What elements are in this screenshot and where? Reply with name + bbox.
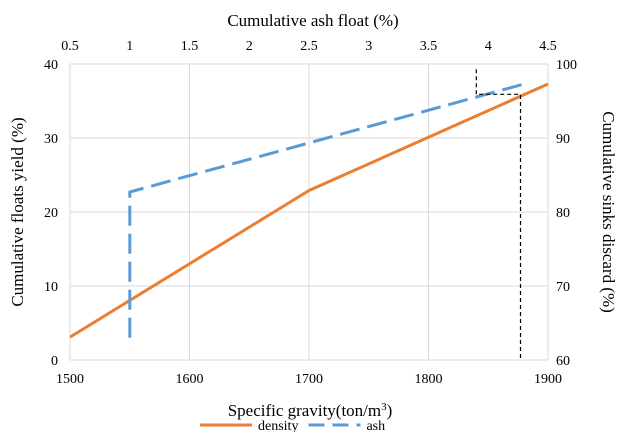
series-lines [69, 82, 549, 339]
series-ash-line [128, 82, 525, 338]
x2-axis-title: Cumulative ash float (%) [227, 11, 398, 30]
x2-tick-label: 1 [126, 39, 133, 54]
x-axis-title: Specific gravity(ton/m3) [228, 401, 393, 420]
y-tick-label: 30 [44, 132, 58, 147]
y2-tick-label: 60 [556, 354, 570, 369]
x-axis-title-sup: 3 [381, 401, 387, 413]
x2-tick-label: 0.5 [61, 39, 79, 54]
x-tick-label: 1600 [176, 372, 204, 387]
y-axis-title: Cumulative floats yield (%) [8, 117, 27, 306]
series-density-line [69, 82, 549, 339]
x2-tick-label: 2.5 [300, 39, 318, 54]
gridlines [69, 63, 549, 361]
x2-tick-label: 3 [365, 39, 372, 54]
y2-axis-title: Cumulative sinks discard (%) [599, 111, 618, 313]
x2-tick-label: 1.5 [181, 39, 199, 54]
x-tick-label: 1500 [56, 372, 84, 387]
x2-tick-label: 4 [485, 39, 492, 54]
x-tick-label: 1800 [415, 372, 443, 387]
y2-tick-label: 70 [556, 280, 570, 295]
x2-tick-label: 2 [246, 39, 253, 54]
y2-tick-label: 100 [556, 58, 577, 73]
tick-labels: 0 10 20 30 40 1500 1600 1700 1800 1900 0.5 1 1.5 2 2.5… [44, 39, 577, 387]
x2-tick-label: 3.5 [420, 39, 438, 54]
x-axis-title-base: Specific gravity(ton/m [228, 401, 381, 420]
y-tick-label: 10 [44, 280, 58, 295]
x-tick-label: 1900 [534, 372, 562, 387]
x2-tick-label: 4.5 [539, 39, 557, 54]
y-tick-label: 0 [51, 354, 58, 369]
x-tick-label: 1700 [295, 372, 323, 387]
y-tick-label: 40 [44, 58, 58, 73]
y2-tick-label: 80 [556, 206, 570, 221]
y-tick-label: 20 [44, 206, 58, 221]
legend-label-density: density [258, 419, 298, 432]
y2-tick-label: 90 [556, 132, 570, 147]
x-axis-title-tail: ) [387, 401, 393, 420]
legend: density ash [200, 419, 385, 432]
legend-label-ash: ash [366, 419, 385, 432]
